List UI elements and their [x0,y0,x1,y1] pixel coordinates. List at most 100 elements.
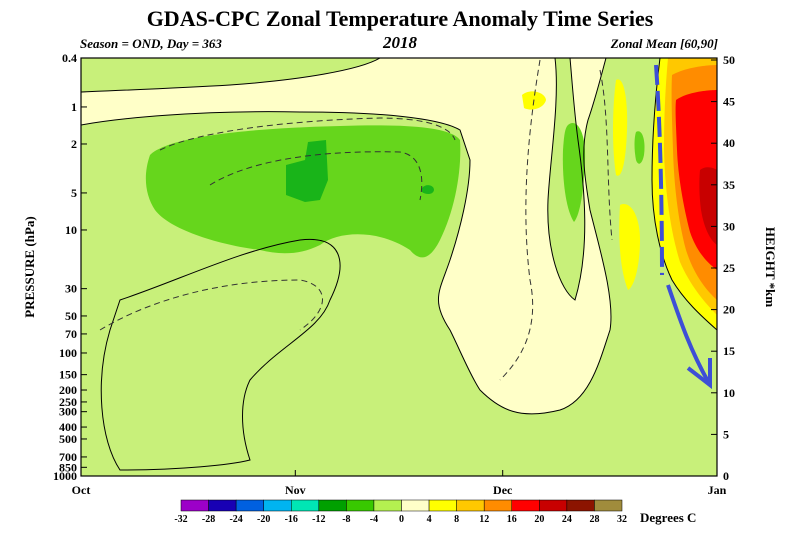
anomaly-region-plus20 [699,167,717,245]
pressure-tick-label: 500 [59,432,77,446]
colorbar-swatch [291,499,320,512]
colorbar-swatch [511,499,540,512]
time-tick-label: Dec [493,483,513,497]
colorbar-tick-label: -20 [257,514,270,525]
colorbar-tick-label: 24 [562,514,572,525]
contour-zero-top [81,58,381,93]
pressure-tick-label: 150 [59,368,77,382]
chart-subtitle-zonal-mean: Zonal Mean [60,90] [610,36,718,51]
height-tick-label: 15 [723,344,735,358]
pressure-tick-label: 700 [59,450,77,464]
colorbar-swatch [456,499,485,512]
colorbar-tick-label: -32 [174,514,187,525]
dashed-contours [99,59,613,381]
pressure-tick-label: 5 [71,186,77,200]
pressure-tick-label: 70 [65,327,77,341]
colorbar-tick-label: -28 [202,514,215,525]
pressure-tick-label: 10 [65,223,77,237]
pressure-tick-label: 1000 [53,469,77,483]
annotation-arrow-shaft [666,284,712,386]
pressure-tick-label: 200 [59,383,77,397]
y-axis-label-pressure: PRESSURE (hPa) [22,216,37,318]
contour-dashed-5 [599,69,613,241]
time-tick-label: Jan [708,483,727,497]
colorbar-tick-label: 8 [454,514,459,525]
colorbar-swatch [428,499,457,512]
colorbar-tick-label: 4 [427,514,432,525]
anomaly-region-minus4-upper [81,58,380,92]
contour-zero-warm [651,58,717,331]
colorbar-tick-label: 16 [507,514,517,525]
height-tick-label: 30 [723,219,735,233]
pressure-tick-label: 250 [59,395,77,409]
plot-frame [80,57,718,477]
annotation-arrow-line [654,64,664,276]
colorbar-swatch [346,499,375,512]
colorbar-swatch [263,499,292,512]
height-axis: 0 5 10 15 20 25 30 35 40 45 50 [711,53,735,483]
pressure-tick-label: 100 [59,346,77,360]
chart-subtitle-season: Season = OND, Day = 363 [80,36,222,51]
height-tick-label: 20 [723,303,735,317]
contour-dashed-2 [209,151,423,201]
pressure-tick-label: 0.4 [62,51,77,65]
pressure-tick-label: 50 [65,309,77,323]
y-axis-label-height: HEIGHT *km [763,227,778,307]
colorbar-tick-label: 20 [534,514,544,525]
chart-subtitle-year: 2018 [383,33,417,52]
anomaly-region-plus4-stripe [613,79,628,176]
anomaly-region-minus12 [286,140,328,202]
height-tick-label: 40 [723,136,735,150]
pressure-tick-label: 30 [65,282,77,296]
height-tick-label: 35 [723,178,735,192]
colorbar-tick-label: -24 [229,514,242,525]
height-tick-label: 45 [723,95,735,109]
colorbar-tick-label: 32 [617,514,627,525]
height-tick-label: 0 [723,469,729,483]
contour-dashed-3 [99,279,323,331]
contour-dashed-4 [499,59,541,381]
time-axis: Oct Nov Dec Jan [72,470,727,497]
contour-zero-lower [100,238,341,471]
chart-title: GDAS-CPC Zonal Temperature Anomaly Time … [146,6,654,31]
pressure-tick-label: 400 [59,420,77,434]
height-tick-label: 25 [723,261,735,275]
height-tick-label: 5 [723,427,729,441]
colorbar-swatch [373,499,402,512]
colorbar-swatch [566,499,595,512]
colorbar-tick-label: -12 [312,514,325,525]
time-tick-label: Oct [72,483,91,497]
anomaly-region-minus8-spot [634,131,645,164]
colorbar-swatch [483,499,512,512]
colorbar-tick-label: 12 [479,514,489,525]
anomaly-region-plus4-lower [619,204,640,290]
colorbar-swatch [318,499,347,512]
height-tick-label: 10 [723,386,735,400]
colorbar: -32 -28 -24 -20 -16 -12 -8 -4 0 4 8 12 16 20 24 28 32 [174,499,627,525]
annotation-arrow-head [686,358,712,390]
time-tick-label: Nov [285,483,306,497]
colorbar-tick-label: 28 [589,514,599,525]
colorbar-swatch [401,499,430,512]
anomaly-region-minus12-spot [422,185,434,195]
colorbar-tick-label: -4 [370,514,378,525]
contour-zero-stripe [547,58,586,301]
contour-zero-upper [81,58,612,415]
colorbar-swatch [235,499,264,512]
colorbar-label: Degrees C [640,510,696,525]
pressure-tick-label: 850 [59,460,77,474]
colorbar-swatch [594,499,623,512]
contour-field [81,58,717,476]
colorbar-swatch [208,499,237,512]
solid-contours [81,58,717,471]
colorbar-swatch [180,499,209,512]
pressure-tick-label: 300 [59,405,77,419]
contour-dashed-1 [159,117,456,151]
pressure-tick-label: 1 [71,100,77,114]
pressure-tick-label: 2 [71,137,77,151]
colorbar-tick-label: -16 [285,514,298,525]
colorbar-swatch [539,499,568,512]
height-tick-label: 50 [723,53,735,67]
